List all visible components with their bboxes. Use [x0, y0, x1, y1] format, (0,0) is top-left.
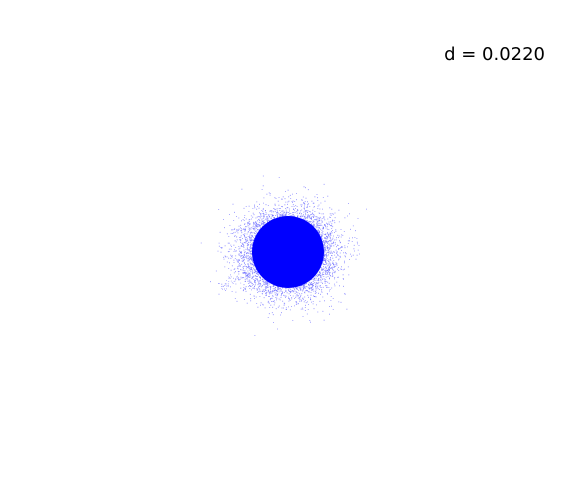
scatter-points [200, 175, 367, 336]
d-annotation: d = 0.0220 [444, 44, 545, 65]
scatter-point-cloud [200, 175, 367, 336]
